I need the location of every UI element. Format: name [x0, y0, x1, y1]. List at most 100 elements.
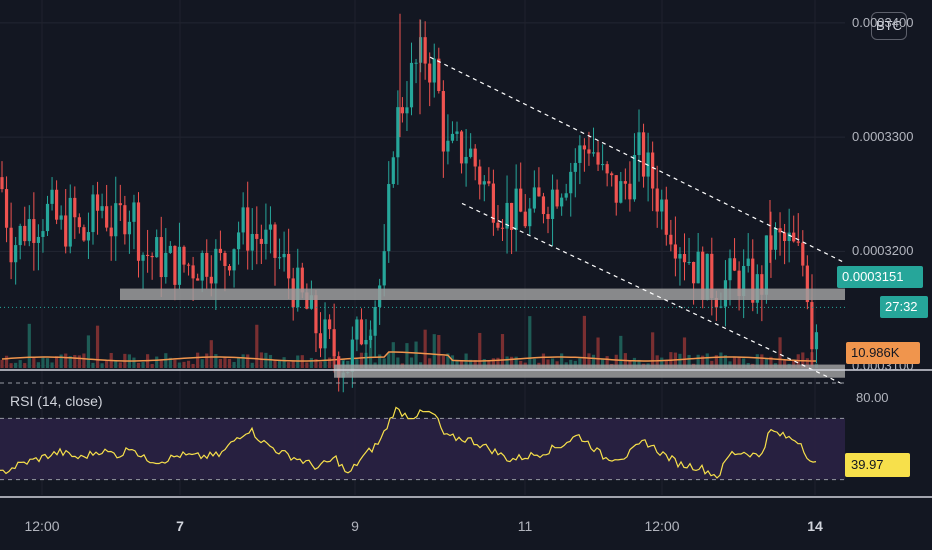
- candle-body: [487, 181, 491, 184]
- candle: [105, 184, 109, 232]
- volume-bar: [45, 358, 50, 368]
- candle-body: [32, 219, 36, 243]
- volume-bar: [632, 357, 637, 368]
- time-tick-label: 14: [807, 518, 823, 534]
- volume-bar: [368, 329, 373, 368]
- candle: [77, 213, 81, 234]
- volume-bar: [36, 362, 40, 368]
- candle: [614, 175, 618, 216]
- volume-bar: [95, 325, 100, 368]
- volume-bar: [241, 354, 245, 368]
- candle: [473, 144, 477, 181]
- candle-body: [127, 221, 131, 235]
- volume-bar: [177, 362, 182, 368]
- volume-bar: [159, 360, 163, 368]
- candle-body: [50, 189, 54, 204]
- candle: [514, 164, 518, 252]
- candle-body: [760, 274, 764, 295]
- candle: [696, 232, 700, 284]
- candle-body: [277, 257, 282, 259]
- candle: [150, 252, 154, 280]
- volume-bar: [651, 332, 655, 368]
- candle-body: [632, 155, 637, 200]
- candle: [532, 170, 536, 213]
- volume-bar: [205, 353, 209, 368]
- candle: [164, 228, 168, 284]
- candle: [250, 208, 254, 270]
- candle: [159, 216, 163, 297]
- volume-bar: [82, 353, 86, 368]
- candle: [355, 316, 359, 352]
- candle-body: [214, 248, 218, 284]
- candle: [814, 324, 819, 364]
- candle: [464, 129, 468, 187]
- volume-bar: [437, 335, 441, 368]
- candle-body: [637, 132, 641, 156]
- candle: [564, 183, 568, 201]
- volume-bar: [546, 359, 550, 368]
- candle: [496, 205, 500, 231]
- candle-body: [355, 319, 359, 340]
- candle-body: [23, 225, 27, 242]
- volume-bar: [469, 359, 473, 368]
- last-price-badge: 0.0003151: [837, 266, 923, 288]
- candle-body: [255, 233, 259, 239]
- candle-body: [778, 228, 782, 233]
- candle-body: [646, 152, 650, 177]
- volume-bar: [91, 362, 95, 368]
- volume-bar: [805, 358, 809, 368]
- time-tick-label: 12:00: [644, 518, 680, 534]
- volume-bar: [446, 353, 450, 368]
- candle-body: [482, 181, 486, 185]
- candle-body: [323, 319, 327, 349]
- candle-body: [409, 62, 414, 108]
- candle-body: [587, 149, 591, 154]
- candle: [82, 224, 86, 242]
- candle-body: [623, 181, 627, 184]
- candle-body: [801, 242, 805, 266]
- candle-body: [755, 274, 759, 303]
- candle: [555, 179, 559, 209]
- candle-body: [446, 140, 450, 152]
- countdown-badge: 27:32: [880, 296, 928, 318]
- volume-bar: [560, 353, 564, 368]
- candle: [519, 162, 523, 213]
- candle-body: [528, 208, 532, 227]
- volume-bar: [587, 353, 591, 368]
- candle: [805, 255, 809, 310]
- candle-body: [500, 227, 505, 229]
- candle-body: [701, 251, 705, 300]
- candle-body: [332, 329, 336, 357]
- volume-bar: [200, 359, 204, 368]
- candle: [186, 262, 191, 276]
- volume-bar: [59, 354, 63, 368]
- volume-bar: [118, 362, 122, 368]
- candle-body: [250, 233, 254, 251]
- candle-body: [510, 202, 514, 231]
- candle: [487, 167, 491, 187]
- candle: [619, 171, 623, 204]
- price-tick-label: 0.0003300: [852, 129, 914, 145]
- volume-bar: [682, 337, 687, 368]
- volume-bar: [132, 357, 136, 368]
- candle-body: [764, 235, 768, 295]
- candle: [168, 241, 172, 254]
- candle: [277, 238, 282, 270]
- volume-bar: [264, 352, 268, 368]
- candle: [287, 228, 291, 300]
- candle: [550, 174, 555, 246]
- volume-bar: [473, 360, 477, 368]
- volume-bar: [705, 353, 709, 368]
- volume-bar: [591, 354, 596, 368]
- candle-body: [64, 215, 68, 247]
- volume-bar: [196, 352, 200, 368]
- volume-bar: [173, 359, 177, 368]
- candle-body: [95, 194, 100, 211]
- symbol-badge[interactable]: BTC: [871, 12, 907, 40]
- volume-bar: [505, 356, 509, 368]
- rsi-line: [0, 406, 817, 479]
- panel-separators: [0, 369, 932, 498]
- candle: [428, 52, 432, 107]
- candle: [441, 80, 445, 178]
